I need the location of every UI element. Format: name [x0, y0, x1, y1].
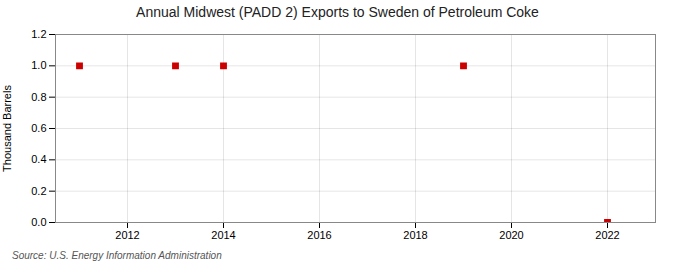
svg-text:Thousand Barrels: Thousand Barrels — [1, 85, 13, 172]
svg-text:2016: 2016 — [307, 229, 331, 241]
svg-text:0.4: 0.4 — [31, 153, 46, 165]
html-text:Annual Midwest (PADD 2) Export: Annual Midwest (PADD 2) Exports to Swede… — [136, 4, 539, 20]
svg-text:0.2: 0.2 — [31, 185, 46, 197]
svg-text:0.8: 0.8 — [31, 91, 46, 103]
svg-text:2022: 2022 — [595, 229, 619, 241]
svg-text:1.2: 1.2 — [31, 28, 46, 40]
svg-text:2020: 2020 — [499, 229, 523, 241]
html-text:Source: U.S. Energy Informatio: Source: U.S. Energy Information Administ… — [12, 250, 222, 261]
svg-text:1.0: 1.0 — [31, 59, 46, 71]
svg-text:2018: 2018 — [403, 229, 427, 241]
svg-text:2014: 2014 — [211, 229, 235, 241]
svg-text:2012: 2012 — [115, 229, 139, 241]
svg-text:0.0: 0.0 — [31, 216, 46, 228]
svg-text:0.6: 0.6 — [31, 122, 46, 134]
